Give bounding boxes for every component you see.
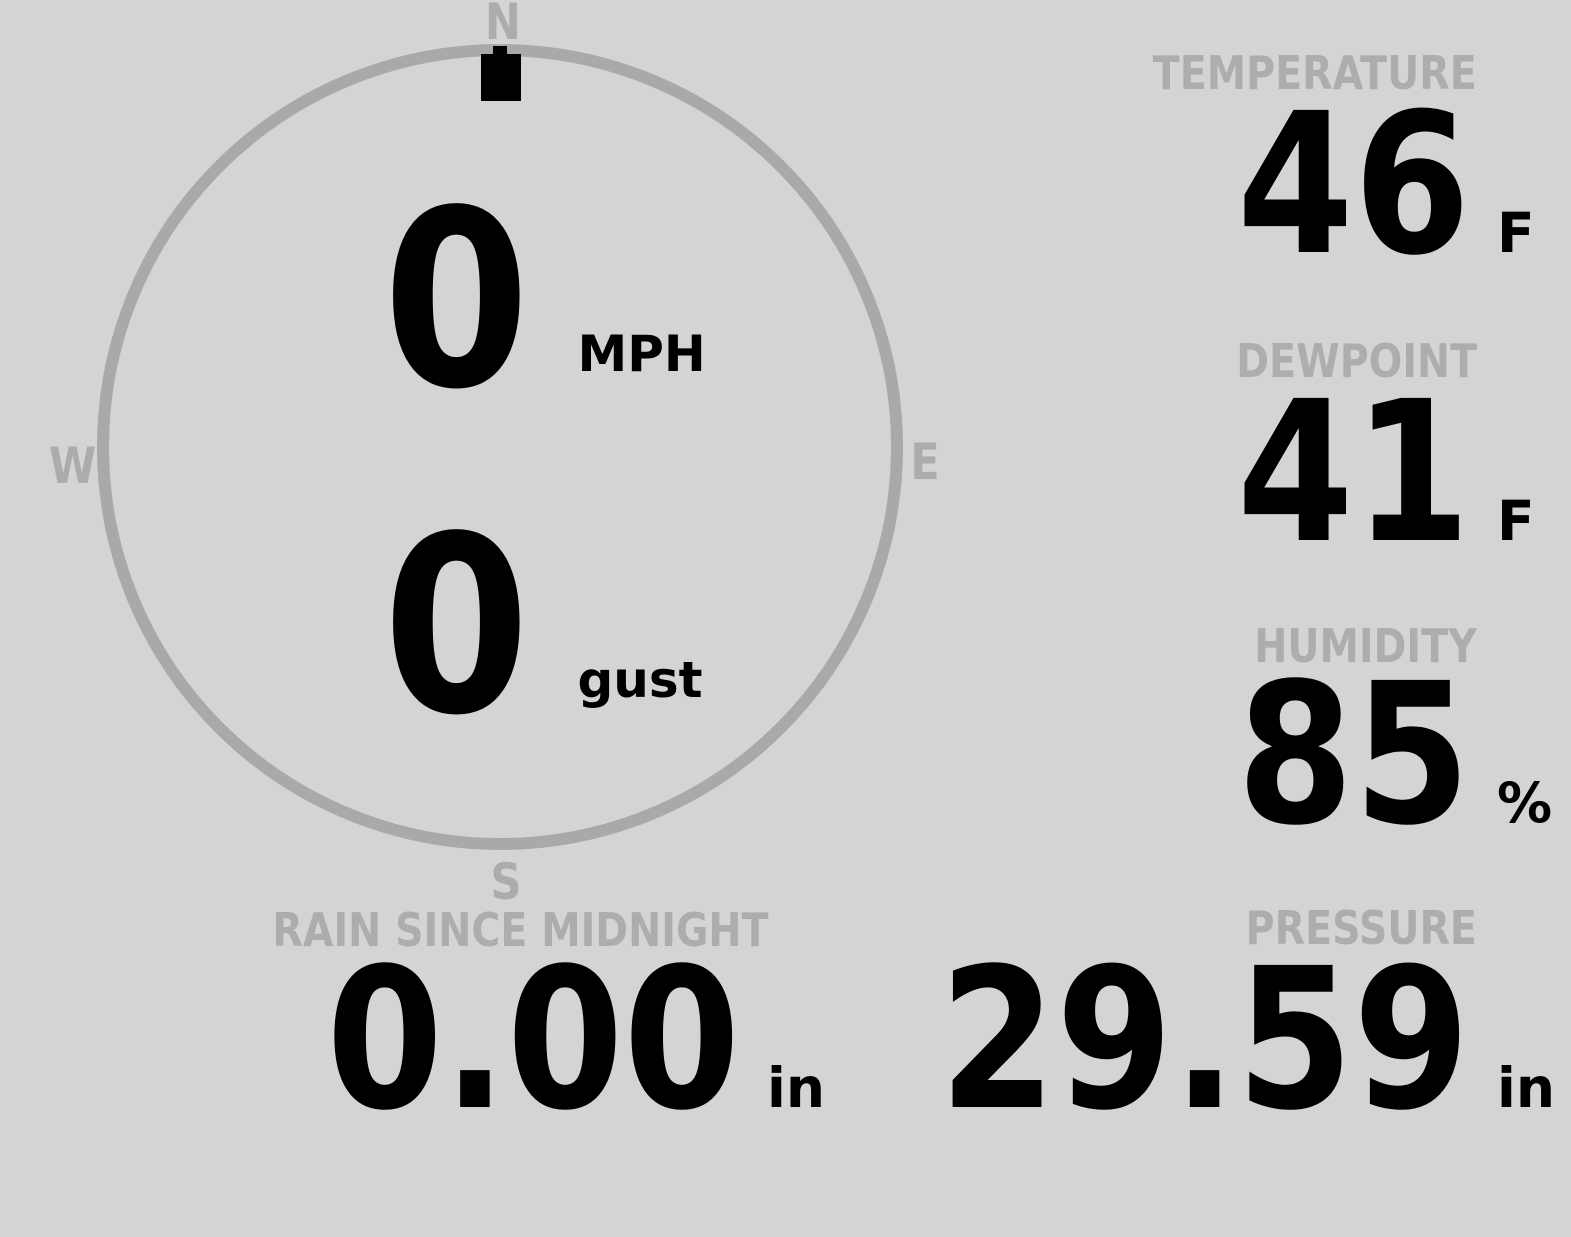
cardinal-south: S	[490, 853, 522, 911]
dewpoint-reading: 41 F	[1199, 375, 1545, 570]
dewpoint-label: DEWPOINT	[1236, 334, 1477, 388]
temperature-value: 46	[1236, 71, 1470, 298]
wind-direction-marker-icon	[481, 46, 521, 101]
wind-gust-reading: 0 gust	[383, 504, 703, 749]
rain-label: RAIN SINCE MIDNIGHT	[271, 903, 769, 957]
wind-gust-value: 0	[383, 484, 530, 769]
wind-speed-reading: 0 MPH	[383, 178, 706, 423]
dewpoint-unit: F	[1497, 489, 1535, 553]
dewpoint-value: 41	[1236, 359, 1470, 586]
wind-speed-value: 0	[383, 158, 530, 443]
cardinal-east: E	[910, 433, 940, 491]
humidity-reading: 85%	[1199, 641, 1553, 868]
pressure-value: 29.59	[939, 926, 1470, 1153]
temperature-label: TEMPERATURE	[1152, 46, 1477, 100]
wind-speed-unit: MPH	[577, 325, 706, 383]
pressure-label: PRESSURE	[1245, 901, 1477, 955]
humidity-value: 85	[1236, 641, 1470, 868]
temperature-reading: 46 F	[1199, 87, 1545, 282]
rain-reading: 0.00 in	[259, 926, 826, 1153]
temperature-unit: F	[1497, 201, 1535, 265]
cardinal-north: N	[484, 0, 521, 51]
wind-gust-unit: gust	[577, 651, 703, 709]
pressure-reading: 29.59 in	[853, 926, 1556, 1153]
pressure-unit: in	[1497, 1056, 1556, 1120]
humidity-unit: %	[1497, 771, 1553, 835]
humidity-label: HUMIDITY	[1254, 619, 1477, 673]
compass-ring-svg	[97, 44, 903, 850]
rain-unit: in	[767, 1056, 826, 1120]
rain-value: 0.00	[326, 926, 740, 1153]
cardinal-west: W	[49, 437, 97, 495]
